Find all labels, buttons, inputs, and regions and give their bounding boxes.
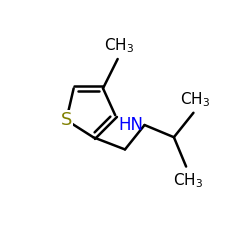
Text: CH$_3$: CH$_3$ (104, 37, 134, 55)
Text: CH$_3$: CH$_3$ (180, 90, 210, 109)
Text: HN: HN (118, 116, 143, 134)
Text: S: S (61, 111, 72, 129)
Text: CH$_3$: CH$_3$ (174, 172, 204, 190)
